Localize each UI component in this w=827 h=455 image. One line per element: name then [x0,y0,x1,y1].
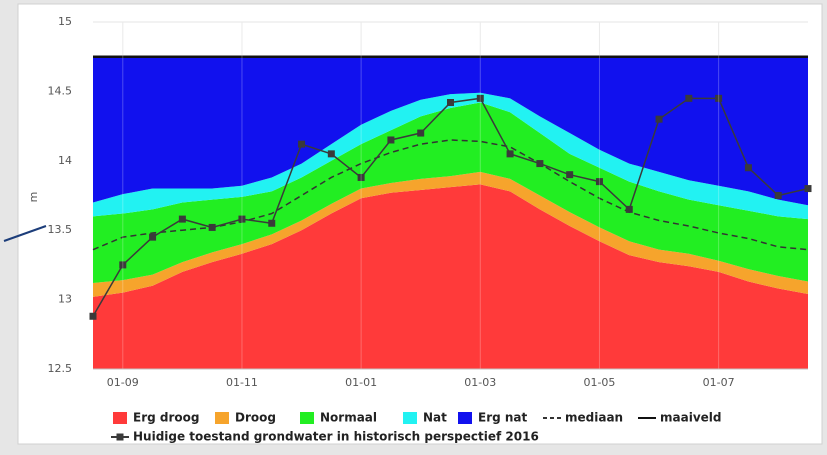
observed-marker [476,94,484,102]
legend-swatch [116,433,124,441]
y-axis-label: m [27,192,40,203]
x-tick-label: 01-01 [345,376,377,389]
y-tick-label: 14 [58,154,72,167]
y-tick-label: 14.5 [48,84,73,97]
observed-marker [298,140,306,148]
x-tick-label: 01-03 [464,376,496,389]
legend-label: Huidige toestand grondwater in historisc… [133,430,539,444]
observed-marker [149,233,157,241]
observed-marker [685,94,693,102]
x-tick-label: 01-05 [583,376,615,389]
y-tick-label: 12.5 [48,362,73,375]
band-area [93,56,808,206]
observed-marker [119,261,127,269]
legend-label: Erg droog [133,411,199,425]
legend-swatch [215,412,229,424]
legend-label: Normaal [320,411,377,425]
legend-label: Erg nat [478,411,528,425]
y-tick-label: 13 [58,293,72,306]
observed-marker [327,150,335,158]
observed-marker [268,219,276,227]
observed-marker [744,164,752,172]
band-area [93,92,808,220]
y-tick-label: 13.5 [48,223,73,236]
band-area [93,184,808,369]
observed-marker [625,205,633,213]
pointer-line [3,225,47,242]
legend-swatch [403,412,417,424]
legend-label: Nat [423,411,447,425]
observed-marker [655,115,663,123]
y-tick-label: 15 [58,15,72,28]
observed-marker [208,223,216,231]
legend-swatch [300,412,314,424]
observed-marker [804,185,812,193]
x-tick-label: 01-11 [226,376,258,389]
observed-marker [774,192,782,199]
x-tick-label: 01-07 [703,376,735,389]
legend-swatch [113,412,127,424]
band-area [93,102,808,283]
observed-marker [178,215,186,223]
observed-marker [357,173,365,181]
observed-marker [715,94,723,102]
observed-marker [417,129,425,137]
observed-marker [536,160,544,168]
observed-marker [89,312,97,320]
legend-label: Droog [235,411,276,425]
legend-swatch [458,412,472,424]
observed-marker [595,178,603,186]
legend-label: maaiveld [660,411,721,425]
x-tick-label: 01-09 [107,376,139,389]
observed-marker [447,99,454,107]
observed-marker [566,171,574,179]
observed-marker [506,150,514,158]
observed-marker [387,136,395,144]
observed-marker [238,215,246,223]
legend-label: mediaan [565,411,623,425]
